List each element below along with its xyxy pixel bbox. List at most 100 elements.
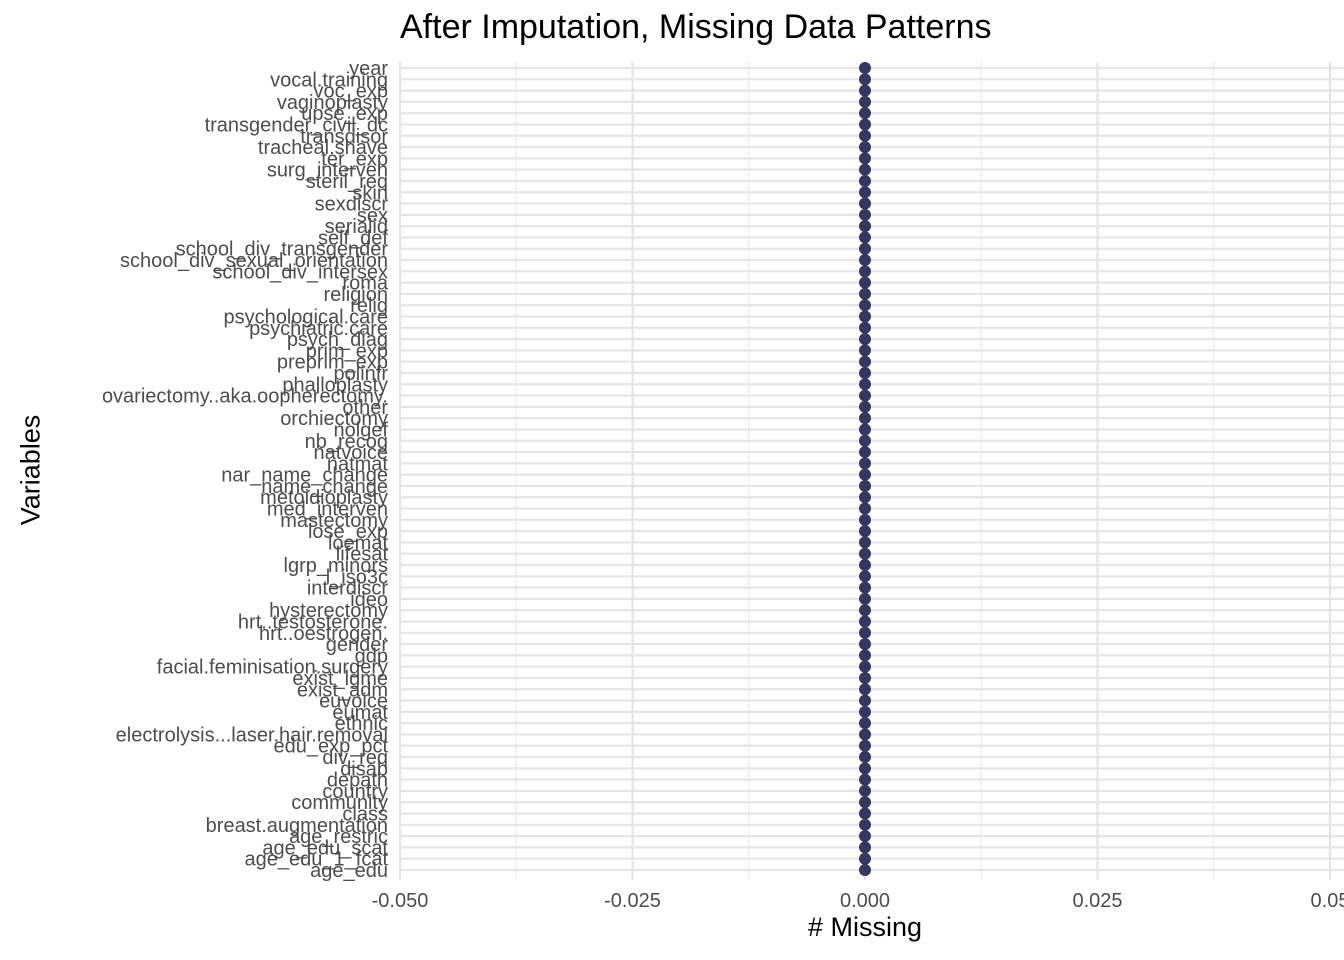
data-point [859,118,871,131]
data-point [859,525,871,538]
data-point [859,412,871,425]
data-point [859,174,871,187]
data-point [859,864,871,876]
y-tick-label: nolgef [334,419,389,441]
data-point [859,84,871,97]
data-point [859,705,871,718]
data-points [859,62,871,876]
y-tick-label: age_restric [289,826,388,848]
y-tick-labels: yearvocal.trainingvoc_expvaginoplastyups… [102,58,389,882]
data-point [859,107,871,120]
data-point [859,683,871,696]
y-tick-label: year [349,58,388,80]
y-tick-label: gdp [355,645,388,667]
data-point [859,355,871,368]
y-tick-label: name_change [261,476,388,498]
minor-gridlines [515,62,1215,880]
data-point [859,581,871,594]
y-tick-label: div_req [322,747,388,769]
y-tick-label: age_edu_scat [262,837,388,859]
data-point [859,796,871,809]
y-tick-label: euvoice [319,691,388,713]
y-tick-label: ovariectomy..aka.oopherectomy. [102,386,388,408]
y-tick-label: orchiectomy [280,408,388,430]
y-tick-label: ethnic [335,713,388,735]
data-point [859,773,871,786]
data-point [859,818,871,831]
data-point [859,615,871,628]
data-point [859,807,871,820]
data-point [859,649,871,662]
data-point [859,287,871,300]
data-point [859,231,871,244]
y-tick-label: mastectomy [280,510,388,532]
data-point [859,502,871,515]
y-tick-label: school_div_transgender [176,239,389,261]
data-point [859,468,871,481]
data-point [859,344,871,357]
data-point [859,841,871,854]
data-point [859,310,871,323]
y-tick-label: age_edu_1_fcat [245,849,389,871]
data-point [859,491,871,504]
y-tick-label: ter_exp [321,148,388,170]
y-tick-label: interdiscr [307,578,388,600]
y-tick-label: lifesat [336,544,389,566]
data-point [859,457,871,470]
data-point [859,141,871,154]
data-point [859,784,871,797]
data-point [859,208,871,221]
y-tick-label: metoidioplasty [260,487,388,509]
data-point [859,660,871,673]
y-tick-label: upse_exp [301,103,388,125]
data-point [859,592,871,605]
y-tick-label: sexdiscr [315,194,389,216]
data-point [859,333,871,346]
y-tick-label: surg_interven [267,160,388,182]
data-point [859,265,871,278]
y-tick-label: age_edu [310,860,388,882]
y-tick-label: self_def [318,227,388,249]
chart-title: After Imputation, Missing Data Patterns [400,8,992,46]
data-point [859,163,871,176]
x-axis-title: # Missing [807,912,923,942]
y-tick-label: transdisor [300,126,388,148]
x-tick-label: -0.050 [372,890,429,912]
x-tick-labels: -0.050 -0.025 0.000 0.025 0.05 [372,890,1344,912]
data-point [859,626,871,639]
data-point [859,446,871,459]
data-point [859,852,871,865]
y-tick-label: breast.augmentation [206,815,388,837]
data-point [859,62,871,74]
y-tick-label: eumat [332,702,388,724]
y-tick-label: vocal.training [270,69,388,91]
y-tick-label: natvoice [314,442,389,464]
data-point [859,671,871,684]
data-point [859,604,871,617]
y-tick-label: hrt..oestrogen. [259,623,388,645]
x-tick-label: -0.025 [604,890,661,912]
y-tick-label: transgender_civil_dc [205,114,388,136]
y-tick-label: school_div_sexual_orientation [120,250,388,272]
y-tick-label: nb_recog [305,431,388,453]
data-point [859,547,871,560]
x-tick-label: 0.000 [840,890,890,912]
data-point [859,751,871,764]
data-point [859,389,871,402]
data-point [859,739,871,752]
data-point [859,276,871,289]
y-tick-label: sex [357,205,388,227]
major-gridlines [398,62,1344,880]
data-point [859,694,871,707]
y-tick-label: nar_name_change [221,465,388,487]
data-point [859,129,871,142]
data-point [859,321,871,334]
data-point [859,717,871,730]
y-tick-label: lgrp_minors [284,555,388,577]
data-point [859,559,871,572]
y-tick-label: exist_lgme [292,668,388,690]
y-tick-label: gender [326,634,389,656]
y-tick-label: polinfr [334,363,389,385]
y-tick-label: lose_exp [308,521,388,543]
